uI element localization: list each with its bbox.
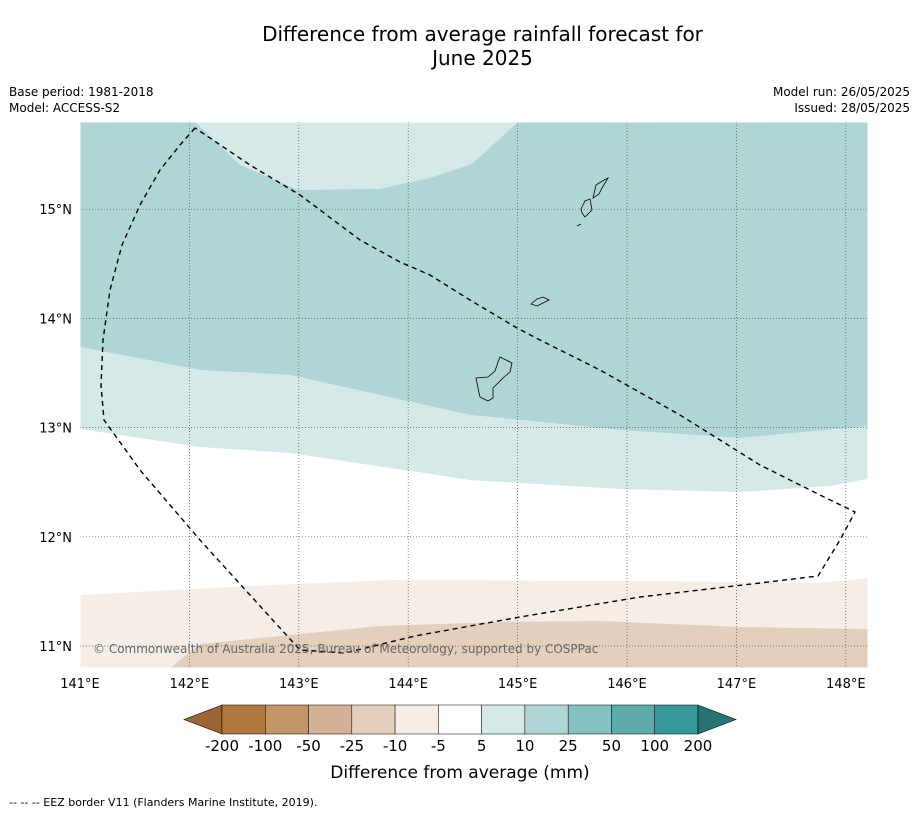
- colorbar-bin: [308, 704, 353, 735]
- colorbar-bin: [567, 704, 612, 735]
- colorbar-tick-label: 50: [602, 737, 621, 755]
- colorbar-tick-label: -5: [431, 737, 446, 755]
- islands: [475, 177, 610, 402]
- latitude-tick-labels: 11°N 12°N 13°N 14°N 15°N: [39, 203, 72, 655]
- colorbar-extend-low: [183, 704, 223, 735]
- fill-dry-10-25: [170, 621, 868, 668]
- colorbar-bin: [438, 704, 482, 735]
- colorbar-tick-label: -50: [296, 737, 321, 755]
- eez-border: [100, 127, 856, 654]
- colorbar-tick-label: 5: [477, 737, 487, 755]
- lat-tick-label: 14°N: [39, 312, 72, 327]
- lat-tick-label: 11°N: [39, 640, 72, 655]
- colorbar-tick-label: -10: [383, 737, 408, 755]
- longitude-tick-labels: 141°E 142°E 143°E 144°E 145°E 146°E 147°E 148°E: [60, 677, 865, 692]
- lat-tick-label: 13°N: [39, 422, 72, 437]
- footnote: -- -- -- EEZ border V11 (Flanders Marine…: [9, 796, 318, 809]
- colorbar-bin: [265, 704, 309, 735]
- colorbar-bin: [394, 704, 439, 735]
- colorbar-bin: [221, 704, 266, 735]
- copyright-text: © Commonwealth of Australia 2025, Bureau…: [93, 642, 598, 656]
- lon-tick-label: 148°E: [826, 677, 866, 692]
- colorbar-extend-high: [697, 704, 737, 735]
- meta-left: Base period: 1981-2018 Model: ACCESS-S2: [9, 84, 154, 116]
- lon-tick-label: 143°E: [279, 677, 319, 692]
- lon-tick-label: 146°E: [607, 677, 647, 692]
- model-run-text: Model run: 26/05/2025: [772, 85, 910, 99]
- fill-wet-5-10-upper: [195, 122, 518, 190]
- island-tinian: [580, 198, 593, 218]
- lat-tick-label: 15°N: [39, 203, 72, 218]
- colorbar-tick-label: 25: [559, 737, 578, 755]
- base-period-text: Base period: 1981-2018: [9, 85, 154, 99]
- colorbar-bin: [611, 704, 655, 735]
- colorbar-title: Difference from average (mm): [330, 763, 589, 783]
- colorbar-bin: [481, 704, 526, 735]
- colorbar-bin: [654, 704, 699, 735]
- meta-right: Model run: 26/05/2025 Issued: 28/05/2025: [773, 84, 910, 116]
- colorbar-bin: [524, 704, 569, 735]
- colorbar-tick-label: -100: [248, 737, 282, 755]
- lon-tick-label: 141°E: [60, 677, 100, 692]
- island-saipan: [592, 177, 610, 199]
- colorbar-tick-label: -200: [205, 737, 239, 755]
- lon-tick-label: 145°E: [498, 677, 538, 692]
- colorbar-bin: [351, 704, 396, 735]
- colorbar-tick-label: 200: [684, 737, 713, 755]
- lon-tick-label: 147°E: [717, 677, 757, 692]
- colorbar-tick-label: 10: [515, 737, 534, 755]
- lon-tick-label: 144°E: [388, 677, 428, 692]
- fill-wet-5-10-band: [80, 347, 868, 492]
- lon-tick-label: 142°E: [170, 677, 210, 692]
- plot-frame: [79, 121, 869, 669]
- model-text: Model: ACCESS-S2: [9, 101, 121, 115]
- island-guam: [475, 356, 513, 402]
- colorbar-tick-label: 100: [640, 737, 669, 755]
- lat-tick-label: 12°N: [39, 531, 72, 546]
- chart-title: Difference from average rainfall forecas…: [0, 22, 919, 70]
- title-line-2: June 2025: [432, 46, 533, 70]
- rainfall-fill-layer: [80, 122, 868, 668]
- issued-text: Issued: 28/05/2025: [794, 101, 910, 115]
- colorbar: [183, 704, 737, 735]
- colorbar-tick-labels: -200 -100 -50 -25 -10 -5 5 10 25 50 100 200: [205, 737, 712, 755]
- island-rota: [530, 296, 550, 307]
- colorbar-tick-label: -25: [340, 737, 365, 755]
- fill-wet-10-25: [80, 122, 868, 438]
- island-aguijan: [576, 223, 582, 227]
- title-line-1: Difference from average rainfall forecas…: [262, 22, 703, 46]
- grid-lines: [80, 122, 868, 668]
